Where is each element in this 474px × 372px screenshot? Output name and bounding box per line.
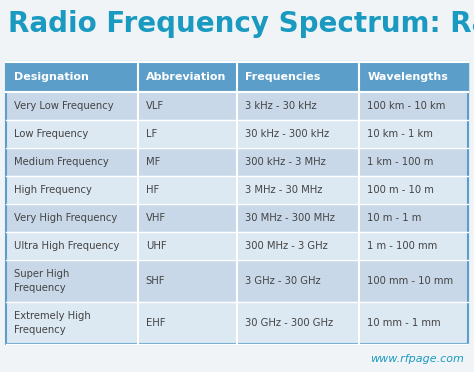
Bar bbox=[6, 302, 137, 344]
Text: 30 kHz - 300 kHz: 30 kHz - 300 kHz bbox=[245, 129, 329, 139]
Bar bbox=[137, 232, 237, 260]
Text: 300 kHz - 3 MHz: 300 kHz - 3 MHz bbox=[245, 157, 326, 167]
Text: Very Low Frequency: Very Low Frequency bbox=[14, 101, 114, 111]
Bar bbox=[137, 148, 237, 176]
Bar bbox=[359, 204, 468, 232]
Bar bbox=[6, 62, 137, 92]
Text: Radio Frequency Spectrum: Ranges: Radio Frequency Spectrum: Ranges bbox=[8, 10, 474, 38]
Bar bbox=[359, 92, 468, 120]
Bar bbox=[137, 176, 237, 204]
Bar bbox=[137, 204, 237, 232]
Bar bbox=[359, 302, 468, 344]
Bar bbox=[137, 302, 237, 344]
Text: 100 km - 10 km: 100 km - 10 km bbox=[367, 101, 446, 111]
Text: EHF: EHF bbox=[146, 318, 165, 328]
Text: Low Frequency: Low Frequency bbox=[14, 129, 88, 139]
Bar bbox=[359, 62, 468, 92]
Text: HF: HF bbox=[146, 185, 159, 195]
Text: Ultra High Frequency: Ultra High Frequency bbox=[14, 241, 119, 251]
Text: High Frequency: High Frequency bbox=[14, 185, 92, 195]
Text: 30 GHz - 300 GHz: 30 GHz - 300 GHz bbox=[245, 318, 333, 328]
Text: 100 mm - 10 mm: 100 mm - 10 mm bbox=[367, 276, 454, 286]
Bar bbox=[137, 260, 237, 302]
Text: SHF: SHF bbox=[146, 276, 165, 286]
Bar bbox=[359, 232, 468, 260]
Text: 10 m - 1 m: 10 m - 1 m bbox=[367, 213, 422, 223]
Text: MF: MF bbox=[146, 157, 160, 167]
Text: 10 km - 1 km: 10 km - 1 km bbox=[367, 129, 433, 139]
Text: Abbreviation: Abbreviation bbox=[146, 72, 226, 82]
Text: 3 MHz - 30 MHz: 3 MHz - 30 MHz bbox=[245, 185, 322, 195]
Text: 300 MHz - 3 GHz: 300 MHz - 3 GHz bbox=[245, 241, 328, 251]
Bar bbox=[237, 302, 359, 344]
Bar bbox=[6, 176, 137, 204]
Bar bbox=[6, 62, 468, 344]
Bar bbox=[237, 260, 359, 302]
Text: 1 m - 100 mm: 1 m - 100 mm bbox=[367, 241, 438, 251]
Bar bbox=[237, 204, 359, 232]
Text: UHF: UHF bbox=[146, 241, 166, 251]
Bar bbox=[237, 62, 359, 92]
Bar bbox=[6, 148, 137, 176]
Text: LF: LF bbox=[146, 129, 157, 139]
Text: Extremely High
Frequency: Extremely High Frequency bbox=[14, 311, 91, 334]
Bar bbox=[237, 232, 359, 260]
Text: VLF: VLF bbox=[146, 101, 164, 111]
Text: Very High Frequency: Very High Frequency bbox=[14, 213, 117, 223]
Text: Medium Frequency: Medium Frequency bbox=[14, 157, 109, 167]
Bar bbox=[6, 232, 137, 260]
Text: 3 kHz - 30 kHz: 3 kHz - 30 kHz bbox=[245, 101, 317, 111]
Bar bbox=[237, 92, 359, 120]
Bar bbox=[359, 260, 468, 302]
Text: 1 km - 100 m: 1 km - 100 m bbox=[367, 157, 434, 167]
Bar bbox=[237, 148, 359, 176]
Text: www.rfpage.com: www.rfpage.com bbox=[370, 354, 464, 364]
Bar bbox=[137, 92, 237, 120]
Text: 10 mm - 1 mm: 10 mm - 1 mm bbox=[367, 318, 441, 328]
Bar bbox=[359, 176, 468, 204]
Text: Designation: Designation bbox=[14, 72, 89, 82]
Text: VHF: VHF bbox=[146, 213, 166, 223]
Text: 30 MHz - 300 MHz: 30 MHz - 300 MHz bbox=[245, 213, 335, 223]
Bar bbox=[359, 148, 468, 176]
Bar bbox=[237, 176, 359, 204]
Bar bbox=[6, 120, 137, 148]
Text: Frequencies: Frequencies bbox=[245, 72, 320, 82]
Bar bbox=[359, 120, 468, 148]
Bar bbox=[237, 120, 359, 148]
Text: 100 m - 10 m: 100 m - 10 m bbox=[367, 185, 434, 195]
Bar bbox=[137, 62, 237, 92]
Text: Super High
Frequency: Super High Frequency bbox=[14, 269, 69, 293]
Bar bbox=[137, 120, 237, 148]
Bar bbox=[6, 92, 137, 120]
Bar bbox=[6, 204, 137, 232]
Text: 3 GHz - 30 GHz: 3 GHz - 30 GHz bbox=[245, 276, 320, 286]
Bar bbox=[6, 260, 137, 302]
Text: Wavelengths: Wavelengths bbox=[367, 72, 448, 82]
